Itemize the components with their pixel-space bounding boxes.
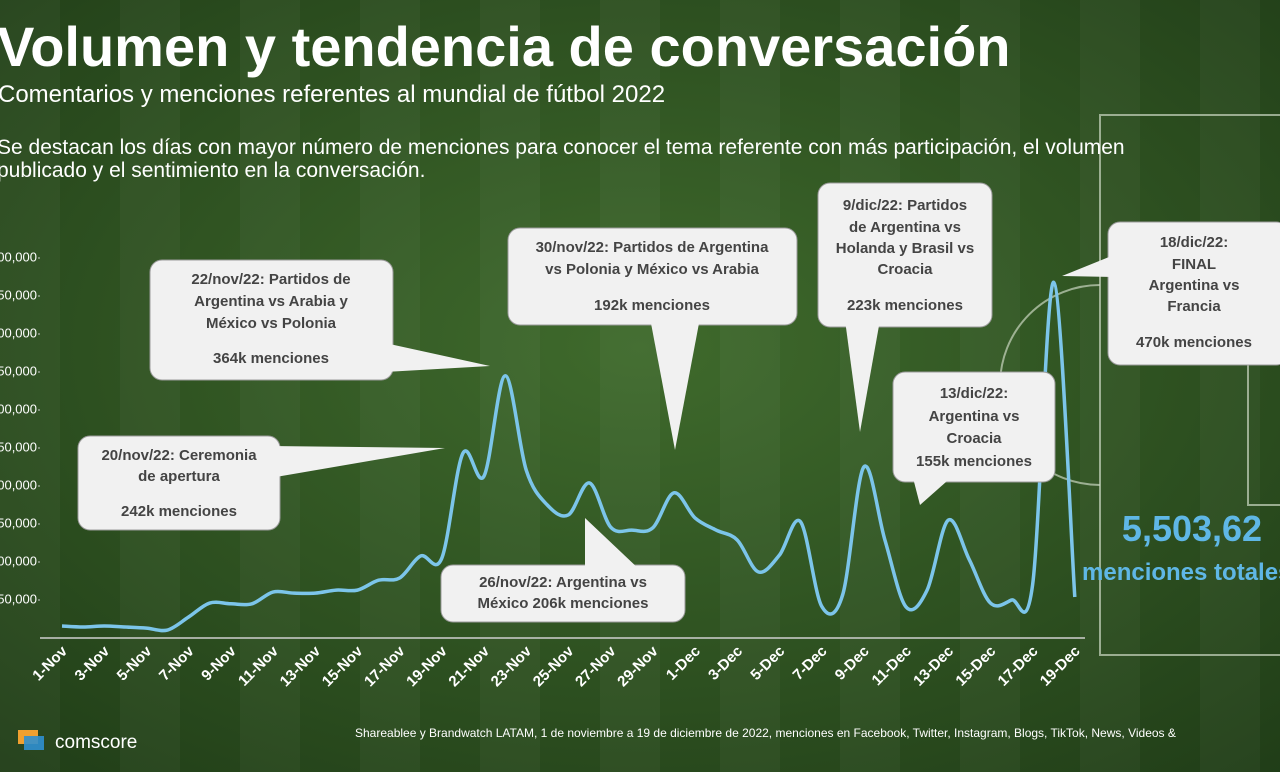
callout-pointer [912, 474, 955, 505]
total-value: 5,503,62 [1122, 508, 1262, 549]
callout-text: 9/dic/22: Partidos [843, 197, 967, 214]
callout-text: 470k menciones [1136, 334, 1252, 351]
callout-pointer [335, 332, 490, 372]
callout-text: 20/nov/22: Ceremonia [101, 447, 257, 464]
total-label: menciones totales [1082, 559, 1280, 586]
callout-pointer [270, 446, 445, 478]
y-tick-label: 400,000 [0, 325, 37, 340]
callout-box [440, 564, 686, 623]
callout-box [77, 435, 281, 531]
line [61, 280, 1077, 633]
callout-pointer [650, 318, 700, 450]
callout-pointer [845, 320, 880, 432]
callout-text: 364k menciones [213, 350, 329, 367]
field-box [1099, 114, 1280, 656]
callout: 20/nov/22: Ceremonia de apertura 242k menc… [77, 435, 445, 531]
callout-pointer [585, 518, 640, 570]
y-tick-label: 50,000 [0, 591, 37, 606]
y-tick-label: 300,000 [0, 401, 37, 416]
callout-text: Argentina vs [1149, 277, 1240, 294]
description: publicado y el sentimiento en la convers… [0, 159, 425, 182]
subtitle: Comentarios y menciones referentes al mu… [0, 81, 665, 108]
callout: 26/nov/22: Argentina vs México 206k menci… [440, 518, 686, 623]
callout-text: 30/nov/22: Partidos de Argentina [536, 239, 769, 256]
callout-text: Argentina vs Arabia y [194, 293, 348, 310]
callout: 18/dic/22: FINAL Argentina vs Francia 470k m… [1062, 221, 1280, 366]
callout: 13/dic/22: Argentina vs Croacia 155k mencio… [892, 371, 1056, 505]
callout-pointer [1062, 255, 1114, 277]
callout-text: Croacia [946, 430, 1002, 447]
y-tick-label: 100,000 [0, 553, 37, 568]
callout-text: 18/dic/22: [1160, 234, 1228, 251]
callout-text: 192k menciones [594, 297, 710, 314]
callout-text: vs Polonia y México vs Arabia [545, 261, 759, 278]
logo: comscore [18, 730, 137, 753]
callout-text: FINAL [1172, 256, 1216, 273]
callout: 22/nov/22: Partidos de Argentina vs Arabi… [149, 259, 490, 381]
description: Se destacan los días con mayor número de… [0, 136, 1125, 159]
y-tick-label: 250,000 [0, 439, 37, 454]
y-tick-label: 150,000 [0, 515, 37, 530]
callout: 9/dic/22: Partidos de Argentina vs Holanda… [817, 182, 993, 432]
y-tick-label: 200,000 [0, 477, 37, 492]
callout-text: Francia [1167, 298, 1221, 315]
callout-text: 223k menciones [847, 297, 963, 314]
callout-text: México vs Polonia [206, 315, 337, 332]
source: Shareablee y Brandwatch LATAM, 1 de novi… [355, 726, 1176, 740]
callout-text: México 206k menciones [478, 595, 649, 612]
callout-text: de apertura [138, 468, 220, 485]
callout: 30/nov/22: Partidos de Argentina vs Polon… [507, 227, 798, 450]
callout-text: 26/nov/22: Argentina vs [479, 574, 647, 591]
y-tick-label: 500,000 [0, 249, 37, 264]
callout-text: 155k menciones [916, 453, 1032, 470]
y-tick-label: 350,000 [0, 363, 37, 378]
callout-box [892, 371, 1056, 483]
callout-text: Holanda y Brasil vs [836, 240, 974, 257]
callout-text: Argentina vs [929, 408, 1020, 425]
callout-text: 13/dic/22: [940, 385, 1008, 402]
callout-box [1107, 221, 1280, 366]
callout-text: 22/nov/22: Partidos de [191, 271, 350, 288]
title: Volumen y tendencia de conversación [0, 15, 1011, 78]
callout-box [149, 259, 394, 381]
logo-text: comscore [55, 732, 137, 753]
callout-text: Croacia [877, 261, 933, 278]
callout-text: 242k menciones [121, 503, 237, 520]
y-tick-label: 450,000 [0, 287, 37, 302]
callout-box [817, 182, 993, 328]
logo-mark [24, 736, 44, 750]
callout-text: de Argentina vs [849, 219, 961, 236]
